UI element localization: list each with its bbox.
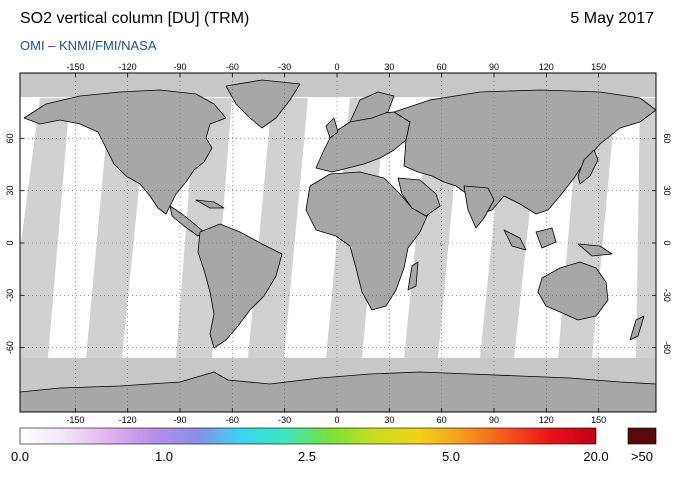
new-guinea bbox=[577, 243, 613, 257]
lon-tick-label-bottom: -120 bbox=[119, 415, 137, 425]
borneo bbox=[535, 227, 557, 249]
colorbar-label: 20.0 bbox=[583, 449, 609, 464]
lon-tick-label-bottom: -60 bbox=[226, 415, 239, 425]
lon-tick-label-bottom: 30 bbox=[384, 415, 394, 425]
lon-tick-label-bottom: -90 bbox=[173, 415, 186, 425]
lon-tick-label-top: -120 bbox=[119, 62, 137, 72]
orbit-gap bbox=[20, 98, 70, 358]
map-date: 5 May 2017 bbox=[570, 10, 654, 27]
colorbar-overflow-label: >50 bbox=[630, 449, 654, 464]
lon-tick-label-bottom: 150 bbox=[591, 415, 606, 425]
lat-tick-label-right: 0 bbox=[662, 240, 672, 245]
british-isles bbox=[325, 117, 339, 139]
lat-tick-label-left: -30 bbox=[5, 289, 15, 302]
lat-tick-label-left: 30 bbox=[5, 186, 15, 196]
lon-tick-label-bottom: 60 bbox=[437, 415, 447, 425]
lon-tick-label-bottom: -150 bbox=[66, 415, 84, 425]
map-frame bbox=[19, 72, 657, 413]
colorbar-label: 0.0 bbox=[10, 449, 30, 464]
cuba bbox=[195, 199, 225, 209]
south-america bbox=[197, 223, 283, 349]
asia bbox=[393, 89, 656, 215]
colorbar-label: 2.5 bbox=[297, 449, 317, 464]
north-america bbox=[23, 89, 227, 215]
tick-labels: -150 -150 -120 -120 -90 -90 -60 -60 -30 -30 0 0 30 30… bbox=[5, 62, 672, 425]
orbit-gap bbox=[636, 98, 656, 358]
lat-tick-label-left: -60 bbox=[5, 341, 15, 354]
lon-tick-label-top: -30 bbox=[278, 62, 291, 72]
orbit-gap bbox=[176, 98, 232, 358]
africa bbox=[305, 171, 429, 311]
lon-tick-label-top: 150 bbox=[591, 62, 606, 72]
antarctica bbox=[20, 371, 656, 412]
australia bbox=[537, 261, 609, 321]
new-zealand bbox=[629, 315, 645, 341]
japan bbox=[577, 149, 599, 185]
lon-tick-label-top: -90 bbox=[173, 62, 186, 72]
arabian-peninsula bbox=[397, 177, 441, 217]
lon-tick-label-top: -150 bbox=[66, 62, 84, 72]
lat-tick-label-left: 0 bbox=[5, 240, 15, 245]
lat-tick-label-right: 30 bbox=[662, 186, 672, 196]
lat-tick-label-right: -60 bbox=[662, 341, 672, 354]
lon-tick-label-bottom: -30 bbox=[278, 415, 291, 425]
lon-tick-label-top: 30 bbox=[384, 62, 394, 72]
map-content bbox=[20, 73, 656, 412]
madagascar bbox=[407, 261, 419, 291]
graticule bbox=[20, 73, 656, 412]
lon-tick-label-bottom: 120 bbox=[539, 415, 554, 425]
map-title: SO2 vertical column [DU] (TRM) bbox=[20, 10, 250, 27]
map-credit: OMI – KNMI/FMI/NASA bbox=[20, 38, 157, 53]
lat-tick-label-right: -30 bbox=[662, 289, 672, 302]
colorbar-label: 1.0 bbox=[154, 449, 174, 464]
lon-tick-label-top: 0 bbox=[334, 62, 339, 72]
lon-tick-label-top: 120 bbox=[539, 62, 554, 72]
lon-tick-label-top: 90 bbox=[489, 62, 499, 72]
colorbar-label: 5.0 bbox=[441, 449, 461, 464]
greenland bbox=[225, 79, 301, 129]
lon-tick-label-top: -60 bbox=[226, 62, 239, 72]
lat-tick-label-right: 60 bbox=[662, 133, 672, 143]
india bbox=[463, 185, 495, 229]
colorbar bbox=[19, 427, 657, 445]
lon-tick-label-top: 60 bbox=[437, 62, 447, 72]
land bbox=[20, 79, 656, 412]
lon-tick-label-bottom: 90 bbox=[489, 415, 499, 425]
colorbar-gradient bbox=[19, 427, 597, 445]
colorbar-overflow-swatch bbox=[627, 427, 657, 445]
sumatra bbox=[503, 229, 527, 251]
lon-tick-label-bottom: 0 bbox=[334, 415, 339, 425]
lat-tick-label-left: 60 bbox=[5, 133, 15, 143]
scandinavia bbox=[349, 91, 395, 123]
